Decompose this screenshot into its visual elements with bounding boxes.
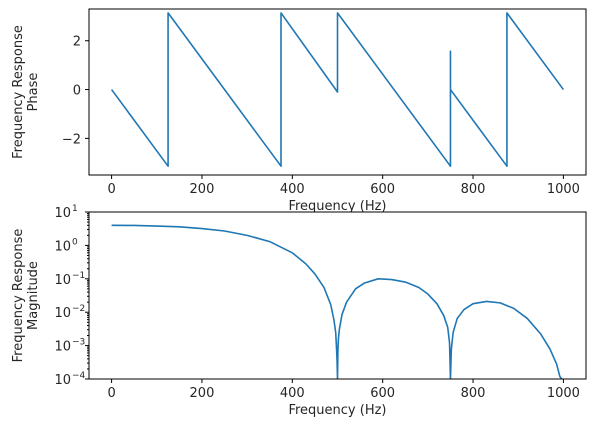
phase-xtick-label: 400 <box>280 182 305 197</box>
magnitude-ytick-exponent: −1 <box>72 271 85 281</box>
magnitude-y-axis-label: Frequency Response <box>11 229 26 363</box>
magnitude-ytick-exponent: −2 <box>72 304 85 314</box>
phase-ytick-label: 0 <box>73 84 81 99</box>
phase-xtick-label: 0 <box>107 182 115 197</box>
magnitude-ytick-label: 10 <box>54 306 71 321</box>
phase-xtick-label: 1000 <box>547 182 580 197</box>
magnitude-ytick-exponent: −4 <box>72 371 86 381</box>
magnitude-xtick-label: 1000 <box>547 386 580 401</box>
magnitude-ytick-label: 10 <box>54 273 71 288</box>
magnitude-x-axis-label: Frequency (Hz) <box>288 403 386 418</box>
phase-axes: 0 200 400 600 800 1000 −2 0 2 Frequency (Hz) Frequ… <box>11 8 587 214</box>
phase-spines <box>88 8 587 176</box>
magnitude-xtick-label: 800 <box>461 386 486 401</box>
magnitude-ytick-exponent: 1 <box>72 204 78 214</box>
phase-y-axis-label: Phase <box>26 73 41 112</box>
magnitude-xtick-label: 0 <box>107 386 115 401</box>
phase-xtick-label: 200 <box>190 182 215 197</box>
magnitude-spines <box>88 211 587 380</box>
phase-y-axis-label: Frequency Response <box>11 25 26 159</box>
phase-xtick-label: 600 <box>370 182 395 197</box>
magnitude-y-axis-label: Magnitude <box>26 261 41 330</box>
magnitude-ytick-label: 10 <box>54 340 71 355</box>
magnitude-ytick-exponent: 0 <box>72 237 78 247</box>
magnitude-ytick-label: 10 <box>54 239 71 254</box>
phase-series-line <box>110 12 565 168</box>
magnitude-xtick-label: 600 <box>370 386 395 401</box>
magnitude-series-line <box>111 224 563 379</box>
phase-ytick-label: 2 <box>73 35 81 50</box>
phase-x-axis-label: Frequency (Hz) <box>288 199 386 214</box>
magnitude-xtick-label: 400 <box>280 386 305 401</box>
magnitude-ytick-label: 10 <box>54 373 71 388</box>
phase-xtick-label: 800 <box>461 182 486 197</box>
magnitude-xtick-label: 200 <box>190 386 215 401</box>
magnitude-ytick-label: 10 <box>54 206 71 221</box>
phase-ytick-label: −2 <box>62 132 81 147</box>
magnitude-ytick-exponent: −3 <box>72 338 85 348</box>
